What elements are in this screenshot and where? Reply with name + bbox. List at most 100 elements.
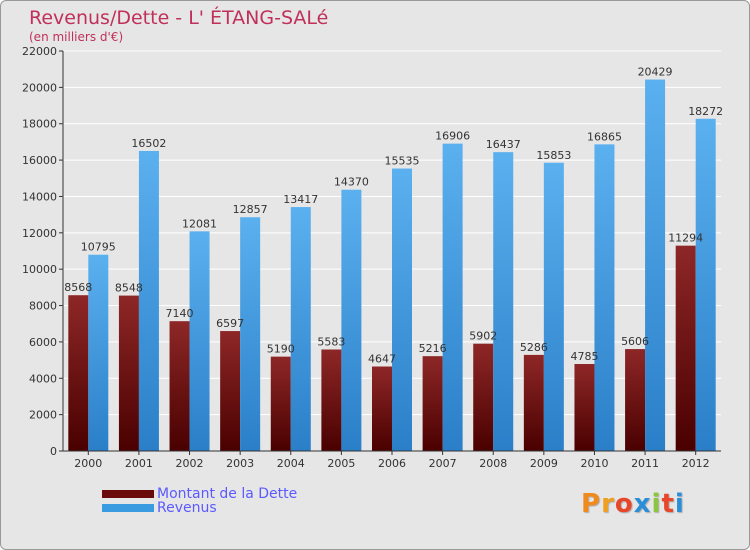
x-tick-label: 2003 — [226, 457, 254, 470]
data-label-revenue: 16906 — [435, 130, 470, 143]
logo-letter: i — [674, 489, 685, 519]
logo-letter: o — [614, 489, 634, 519]
bar-debt — [270, 356, 291, 451]
bar-debt — [321, 349, 342, 451]
y-axis: 0 2000 4000 6000 8000 10000 12000 14000 16000 180… — [22, 45, 64, 458]
legend-item-revenue: Revenus — [102, 501, 297, 515]
y-tick-label: 6000 — [29, 336, 57, 349]
x-tick-label: 2001 — [125, 457, 153, 470]
bar-debt — [118, 295, 139, 451]
bar-debt — [68, 295, 89, 451]
legend-swatch-debt — [102, 490, 154, 498]
y-tick-label: 20000 — [22, 81, 57, 94]
data-label-revenue: 18272 — [688, 105, 723, 118]
legend-item-debt: Montant de la Dette — [102, 487, 297, 501]
data-label-debt: 4785 — [570, 350, 598, 363]
data-label-debt: 8568 — [64, 281, 92, 294]
legend-label-debt: Montant de la Dette — [157, 486, 298, 502]
data-label-revenue: 16865 — [587, 130, 622, 143]
data-label-debt: 4647 — [368, 353, 396, 366]
y-tick-label: 12000 — [22, 227, 57, 240]
x-tick-label: 2009 — [530, 457, 558, 470]
logo-letter: r — [601, 489, 615, 519]
y-tick-label: 2000 — [29, 409, 57, 422]
bar-debt — [625, 349, 646, 451]
proxiti-logo: Proxiti — [581, 489, 685, 519]
y-tick-label: 8000 — [29, 300, 57, 313]
logo-letter: i — [651, 489, 662, 519]
x-tick-label: 2005 — [327, 457, 355, 470]
bar-debt — [473, 343, 494, 451]
x-axis: 2000 2001 2002 2003 2004 2005 2006 2007 2008 2009… — [63, 450, 721, 470]
y-tick-label: 18000 — [22, 118, 57, 131]
bar-revenue — [138, 150, 159, 452]
legend: Montant de la Dette Revenus — [102, 487, 297, 515]
bar-revenue — [290, 207, 311, 451]
data-label-debt: 5606 — [621, 335, 649, 348]
data-label-debt: 5583 — [317, 335, 345, 348]
data-label-revenue: 12857 — [233, 203, 268, 216]
x-tick-label: 2012 — [682, 457, 710, 470]
data-label-debt: 11294 — [668, 232, 703, 245]
bar-revenue — [645, 79, 666, 452]
x-tick-label: 2002 — [176, 457, 204, 470]
data-label-debt: 5286 — [520, 341, 548, 354]
chart-title: Revenus/Dette - L' ÉTANG-SALé — [29, 7, 329, 29]
bar-revenue — [543, 162, 564, 451]
data-label-revenue: 10795 — [81, 241, 116, 254]
data-label-debt: 5190 — [267, 343, 295, 356]
y-tick-label: 22000 — [22, 45, 57, 58]
data-label-debt: 7140 — [166, 307, 194, 320]
logo-letter: x — [633, 489, 652, 519]
data-label-revenue: 14370 — [334, 176, 369, 189]
data-label-debt: 5216 — [419, 342, 447, 355]
x-tick-label: 2008 — [479, 457, 507, 470]
logo-letter: t — [661, 489, 675, 519]
bar-debt — [220, 331, 241, 451]
data-label-revenue: 15535 — [385, 155, 420, 168]
data-label-revenue: 13417 — [283, 193, 318, 206]
logo-letter: P — [581, 489, 602, 519]
y-tick-label: 10000 — [22, 263, 57, 276]
y-tick-label: 14000 — [22, 190, 57, 203]
bar-debt — [372, 366, 392, 451]
x-tick-label: 2011 — [631, 457, 659, 470]
x-tick-label: 2007 — [429, 457, 457, 470]
data-label-revenue: 16502 — [131, 137, 166, 150]
value-labels: 8568 10795 8548 16502 7140 12081 6597 12857 5190… — [64, 66, 723, 366]
legend-label-revenue: Revenus — [157, 500, 217, 516]
x-tick-label: 2006 — [378, 457, 406, 470]
x-tick-label: 2004 — [277, 457, 305, 470]
x-tick-label: 2010 — [580, 457, 608, 470]
bar-revenue — [493, 152, 514, 452]
data-label-revenue: 15853 — [536, 149, 571, 162]
data-label-debt: 5902 — [469, 330, 497, 343]
data-label-revenue: 20429 — [638, 66, 673, 79]
bar-debt — [574, 364, 595, 451]
bar-revenue — [594, 144, 615, 451]
bar-revenue — [392, 168, 412, 451]
bar-revenue — [240, 217, 261, 451]
bar-revenue — [88, 254, 109, 451]
data-label-revenue: 12081 — [182, 217, 217, 230]
data-label-debt: 6597 — [216, 317, 244, 330]
data-label-debt: 8548 — [115, 282, 143, 295]
bar-revenue — [695, 118, 716, 452]
bar-revenue — [442, 143, 463, 452]
bar-debt — [523, 354, 544, 451]
bar-debt — [422, 356, 443, 451]
chart-subtitle: (en milliers d'€) — [29, 30, 124, 44]
y-tick-label: 16000 — [22, 154, 57, 167]
bars — [68, 79, 716, 452]
data-label-revenue: 16437 — [486, 138, 521, 151]
x-tick-label: 2000 — [74, 457, 102, 470]
y-tick-label: 0 — [50, 445, 57, 458]
legend-swatch-revenue — [102, 504, 154, 512]
bar-revenue — [189, 231, 210, 451]
bar-revenue — [341, 189, 362, 451]
bar-debt — [675, 245, 696, 451]
bar-debt — [169, 321, 190, 451]
y-tick-label: 4000 — [29, 372, 57, 385]
